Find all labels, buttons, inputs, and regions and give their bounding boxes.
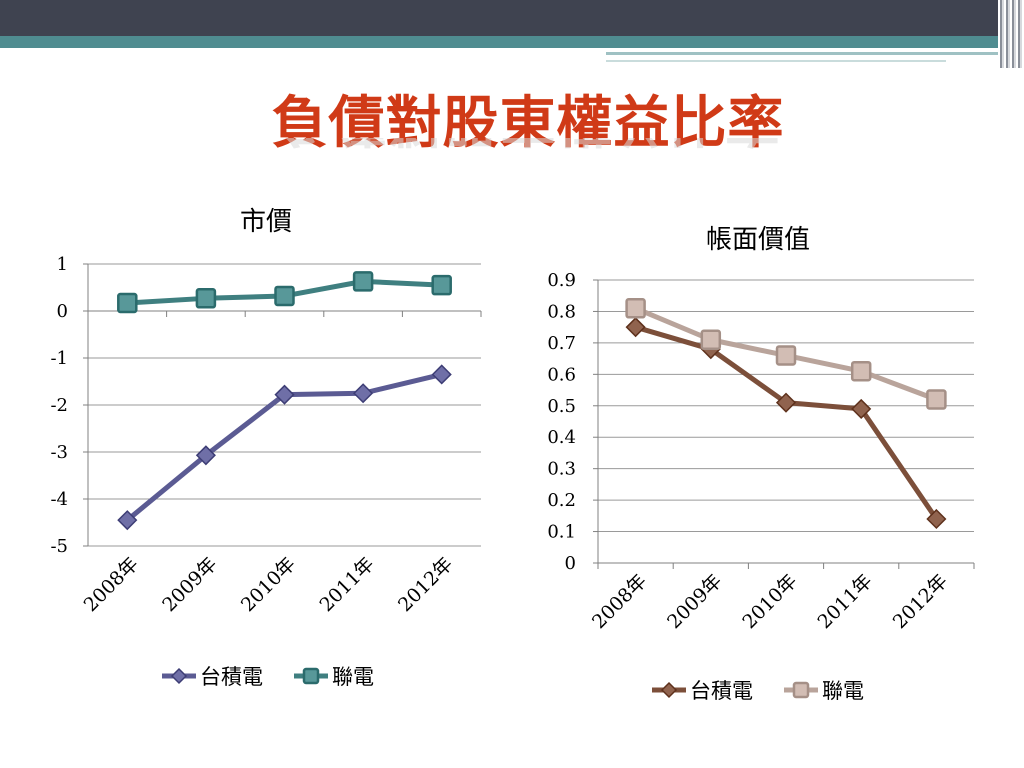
square-marker (302, 667, 320, 685)
legend: 台積電 聯電 (652, 679, 864, 703)
x-tick-label: 2011年 (814, 570, 877, 633)
diamond-marker (926, 508, 947, 530)
y-tick-label: 0.2 (547, 490, 576, 511)
chart-title: 市價 (240, 207, 292, 237)
header-stripes-decoration (998, 0, 1024, 68)
x-tick-labels: 2008年 2009年 2010年 2011年 2012年 (588, 570, 952, 633)
square-marker (431, 274, 452, 296)
square-marker (775, 345, 797, 366)
diamond-marker (274, 384, 295, 405)
chart-title: 帳面價值 (706, 225, 810, 255)
y-tick-labels: 0.9 0.8 0.7 0.6 0.5 0.4 0.3 0.2 0.1 0 (547, 270, 576, 574)
legend-label: 台積電 (200, 665, 263, 689)
y-tick-label: 0.5 (547, 396, 576, 417)
square-marker (926, 389, 947, 410)
y-tick-label: -5 (50, 536, 68, 557)
y-tick-label: 0.6 (547, 364, 576, 385)
diamond-marker (353, 383, 374, 404)
y-tick-label: 0 (57, 301, 68, 322)
y-tick-label: 0.3 (547, 459, 576, 480)
y-tick-label: -4 (50, 489, 68, 510)
x-tick-label: 2009年 (663, 570, 726, 633)
y-tick-label: 0.9 (547, 270, 576, 291)
series-lines (117, 271, 452, 531)
diamond-marker (195, 445, 216, 466)
y-tick-label: 0.8 (547, 301, 576, 322)
legend-label: 台積電 (690, 679, 753, 703)
x-tick-label: 2009年 (158, 553, 221, 616)
y-tick-label: 0.4 (547, 427, 576, 448)
legend-label: 聯電 (332, 665, 374, 689)
y-gridlines (598, 279, 974, 564)
axes (593, 279, 975, 569)
x-tick-label: 2012年 (889, 570, 952, 633)
y-tick-label: 0.7 (547, 333, 576, 354)
x-tick-label: 2010年 (237, 553, 300, 616)
y-tick-label: -3 (50, 442, 68, 463)
x-tick-label: 2008年 (588, 570, 651, 633)
square-marker (625, 298, 646, 319)
square-marker (700, 329, 722, 350)
square-marker (195, 288, 217, 309)
x-tick-labels: 2008年 2009年 2010年 2011年 2012年 (80, 553, 458, 616)
x-tick-label: 2011年 (315, 553, 378, 616)
diamond-marker (660, 681, 678, 699)
axes (83, 263, 482, 547)
diamond-marker (170, 667, 188, 685)
y-tick-label: -2 (50, 395, 68, 416)
x-tick-label: 2008年 (80, 553, 143, 616)
diamond-marker (117, 510, 138, 531)
book-value-chart: 帳面價值 0.90.80.70.60.50.40.30.20.10 2008年 2… (547, 225, 975, 703)
market-value-chart: 市價 1 0 -1 -2 -3 -4 -5 2008年 2009年 2010年 2011年 2012… (50, 207, 482, 689)
x-tick-label: 2010年 (738, 570, 801, 633)
header-accent-line (606, 52, 998, 55)
header-dark-band (0, 0, 1024, 36)
diamond-marker (775, 392, 797, 413)
y-tick-labels: 1 0 -1 -2 -3 -4 -5 (50, 254, 68, 557)
square-marker (352, 271, 374, 292)
y-tick-label: -1 (50, 348, 68, 369)
square-marker (792, 681, 810, 699)
x-tick-label: 2012年 (394, 553, 457, 616)
square-marker (117, 292, 138, 314)
legend: 台積電 聯電 (162, 665, 374, 689)
header-accent-line-secondary (606, 60, 946, 62)
legend-label: 聯電 (822, 679, 864, 703)
y-tick-label: 1 (57, 254, 68, 275)
square-marker (274, 285, 295, 307)
slide-title: 負債對股東權益比率 (271, 91, 785, 156)
header-teal-band (0, 36, 1000, 48)
series-lines (625, 298, 947, 530)
square-marker (850, 360, 872, 382)
diamond-marker (851, 398, 872, 419)
y-tick-label: 0 (565, 553, 576, 574)
diamond-marker (431, 364, 452, 385)
diamond-marker (625, 317, 646, 338)
y-tick-label: 0.1 (547, 522, 576, 543)
